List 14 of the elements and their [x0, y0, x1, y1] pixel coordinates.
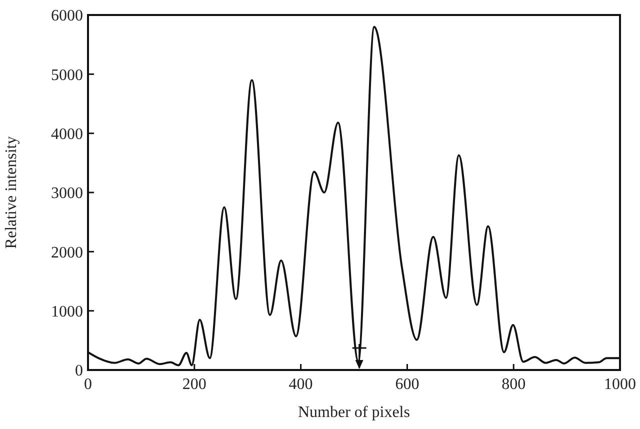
y-tick-label: 6000: [51, 8, 83, 25]
y-tick-label: 0: [75, 362, 83, 380]
y-axis-title: Relative intensity: [3, 136, 20, 249]
x-tick-label: 800: [502, 376, 526, 393]
x-tick-label: 600: [395, 376, 420, 393]
x-axis-title: Number of pixels: [298, 404, 410, 421]
y-tick-label: 3000: [51, 185, 83, 202]
x-tick-label: 1000: [604, 376, 636, 393]
x-tick-label: 200: [182, 376, 206, 393]
x-tick-label: 400: [288, 376, 313, 393]
y-tick-label: 4000: [51, 126, 83, 143]
y-tick-label: 1000: [51, 303, 83, 320]
y-tick-label: 5000: [51, 66, 83, 84]
y-tick-label: 2000: [51, 244, 83, 262]
